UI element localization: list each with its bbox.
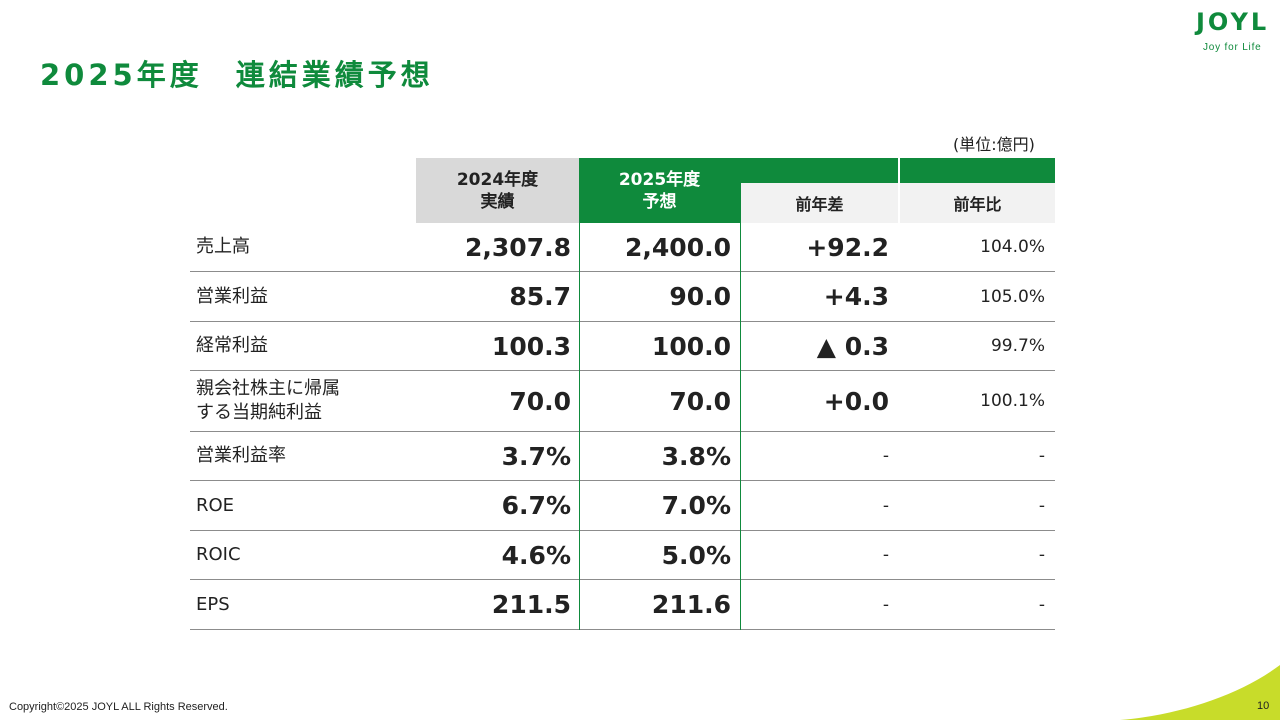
- table-row: 売上高 2,307.8 2,400.0 +92.2 104.0%: [190, 223, 1055, 272]
- company-logo: JOYL Joy for Life: [1196, 8, 1272, 56]
- header-2024-kind: 実績: [480, 191, 515, 212]
- value-2024: 211.5: [491, 590, 571, 619]
- logo-wordmark: JOYL: [1196, 8, 1270, 36]
- value-2025: 7.0%: [661, 491, 731, 520]
- value-ratio: 105.0%: [980, 286, 1045, 307]
- corner-swoosh-decoration: [1120, 665, 1280, 720]
- table-row: 経常利益 100.3 100.0 ▲ 0.3 99.7%: [190, 322, 1055, 371]
- value-ratio: 99.7%: [990, 336, 1045, 356]
- value-ratio: -: [1038, 495, 1045, 516]
- header-ratio: 前年比: [900, 183, 1055, 223]
- value-2024: 70.0: [509, 386, 571, 416]
- row-label: 売上高: [196, 236, 250, 257]
- value-2025: 5.0%: [661, 540, 731, 570]
- row-label: 親会社株主に帰属 する当期純利益: [196, 371, 411, 431]
- column-divider: [579, 158, 580, 630]
- value-2025: 100.0: [651, 331, 731, 361]
- page-title: 2025年度 連結業績予想: [40, 58, 434, 92]
- value-2025: 70.0: [669, 386, 731, 416]
- table-row: ROE 6.7% 7.0% - -: [190, 481, 1055, 531]
- header-2025-kind: 予想: [642, 191, 677, 212]
- header-2024-actual: 2024年度 実績: [416, 158, 579, 223]
- value-diff: +4.3: [823, 282, 889, 311]
- row-label: ROIC: [196, 544, 241, 565]
- value-diff: -: [882, 446, 889, 466]
- value-2024: 6.7%: [501, 491, 571, 520]
- value-2025: 90.0: [669, 282, 731, 311]
- table-row: ROIC 4.6% 5.0% - -: [190, 531, 1055, 580]
- value-diff: -: [882, 545, 889, 565]
- value-diff: -: [882, 495, 889, 516]
- value-ratio: -: [1038, 545, 1045, 565]
- row-label: ROE: [196, 494, 235, 516]
- header-diff: 前年差: [741, 183, 898, 223]
- table-row: EPS 211.5 211.6 - -: [190, 580, 1055, 630]
- logo-tagline: Joy for Life: [1203, 42, 1262, 53]
- row-label: 経常利益: [196, 335, 268, 356]
- table-row: 親会社株主に帰属 する当期純利益 70.0 70.0 +0.0 100.1%: [190, 371, 1055, 432]
- table-row: 営業利益 85.7 90.0 +4.3 105.0%: [190, 272, 1055, 322]
- value-diff: -: [882, 594, 889, 615]
- unit-note: (単位:億円): [953, 135, 1035, 154]
- page-number: 10: [1257, 700, 1270, 712]
- value-2024: 3.7%: [501, 441, 571, 471]
- value-diff: +92.2: [806, 232, 889, 262]
- value-diff: ▲ 0.3: [816, 331, 889, 361]
- value-ratio: -: [1038, 594, 1045, 615]
- header-band-ratio: [900, 158, 1055, 183]
- copyright-text: Copyright©2025 JOYL ALL Rights Reserved.: [9, 701, 228, 713]
- value-ratio: 100.1%: [980, 391, 1045, 411]
- table-row: 営業利益率 3.7% 3.8% - -: [190, 432, 1055, 481]
- value-2024: 100.3: [491, 331, 571, 361]
- value-2025: 211.6: [651, 590, 731, 619]
- header-2025-year: 2025年度: [618, 169, 701, 190]
- value-2024: 85.7: [509, 282, 571, 311]
- value-2025: 3.8%: [661, 441, 731, 471]
- table-body: 売上高 2,307.8 2,400.0 +92.2 104.0% 営業利益 85…: [190, 223, 1055, 630]
- value-ratio: -: [1038, 446, 1045, 466]
- header-band-diff: [741, 158, 898, 183]
- row-label-line: 親会社株主に帰属: [196, 378, 340, 399]
- row-label: 営業利益率: [196, 445, 286, 466]
- value-2024: 2,307.8: [465, 232, 571, 262]
- header-2024-year: 2024年度: [456, 169, 539, 190]
- row-label: 営業利益: [196, 285, 268, 307]
- header-2025-forecast: 2025年度 予想: [579, 158, 740, 223]
- column-divider: [740, 158, 741, 630]
- value-diff: +0.0: [823, 386, 889, 416]
- value-ratio: 104.0%: [980, 237, 1045, 257]
- row-label: EPS: [196, 593, 230, 615]
- row-label-line: する当期純利益: [196, 402, 322, 423]
- value-2025: 2,400.0: [625, 232, 731, 262]
- value-2024: 4.6%: [501, 540, 571, 570]
